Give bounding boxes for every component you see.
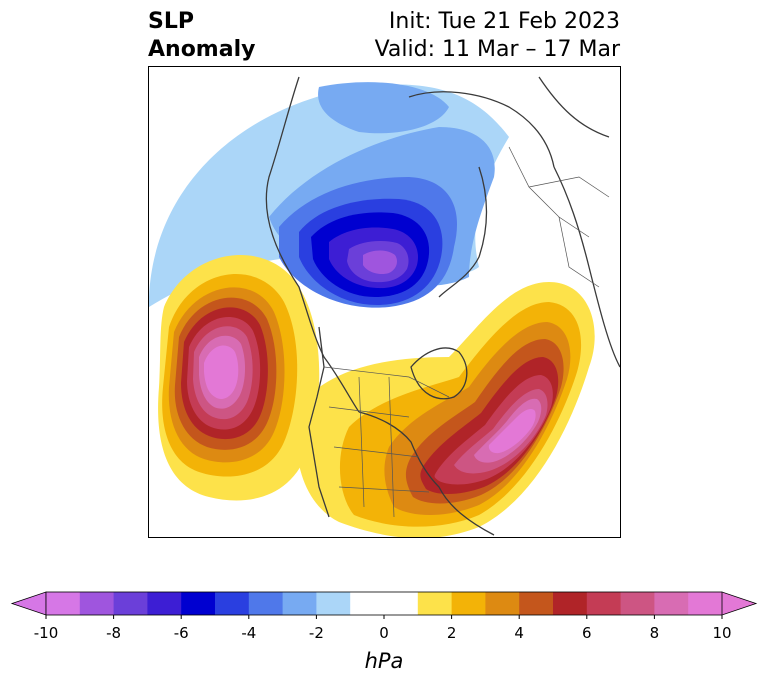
colorbar-bin (147, 592, 182, 615)
colorbar-bin (350, 592, 385, 615)
colorbar-unit-label: hPa (365, 649, 404, 673)
colorbar-bin (451, 592, 486, 615)
colorbar-bin (417, 592, 453, 615)
colorbar-tick-label: -2 (309, 624, 324, 642)
colorbar-bin (46, 592, 81, 615)
colorbar-bin (282, 592, 317, 615)
pacific-positive-anomaly (158, 254, 320, 501)
country-borders (323, 146, 610, 518)
atlantic-positive-anomaly (296, 282, 595, 537)
colorbar-tick-label: 0 (379, 624, 389, 642)
colorbar-bin (688, 592, 723, 615)
colorbar-bin (553, 592, 588, 615)
colorbar-tick-label: 2 (447, 624, 457, 642)
colorbar-tick-label: 4 (514, 624, 524, 642)
colorbar-bin (181, 592, 216, 615)
coastlines (265, 76, 620, 536)
colorbar-tick-label: 8 (650, 624, 660, 642)
colorbar-tick-label: -10 (34, 624, 59, 642)
colorbar-bin (248, 592, 284, 615)
chart-title-right: Init: Tue 21 Feb 2023 Valid: 11 Mar – 17… (375, 8, 620, 64)
colorbar-svg: -10 -8 -6 -4 -2 0 2 4 6 8 10 hPa (10, 591, 758, 673)
anomaly-map (148, 66, 621, 538)
colorbar-extend-min (10, 591, 47, 616)
colorbar-bin (519, 592, 554, 615)
colorbar-bin (654, 592, 689, 615)
colorbar-bin (215, 592, 250, 615)
colorbar-bin (113, 592, 148, 615)
map-canvas (149, 76, 620, 537)
colorbar-bin (79, 592, 115, 615)
colorbar-extend-max (721, 591, 758, 616)
colorbar-tick-label: 6 (582, 624, 592, 642)
colorbar-bin (620, 592, 655, 615)
chart-title-left: SLP Anomaly (148, 8, 255, 64)
title-variable-sub: Anomaly (148, 37, 256, 62)
colorbar-tick-label: -4 (241, 624, 256, 642)
colorbar-bin (586, 592, 622, 615)
colorbar-bin (316, 592, 351, 615)
init-date: Init: Tue 21 Feb 2023 (388, 9, 620, 34)
colorbar-tick-label: 10 (712, 624, 731, 642)
negative-anomaly-field (149, 82, 509, 308)
colorbar-tick-label: -8 (106, 624, 121, 642)
colorbar-tick-label: -6 (174, 624, 189, 642)
valid-range: Valid: 11 Mar – 17 Mar (374, 37, 620, 62)
title-variable: SLP (148, 9, 194, 34)
colorbar: -10 -8 -6 -4 -2 0 2 4 6 8 10 hPa (0, 585, 768, 680)
colorbar-bin (485, 592, 520, 615)
colorbar-bin (384, 592, 419, 615)
